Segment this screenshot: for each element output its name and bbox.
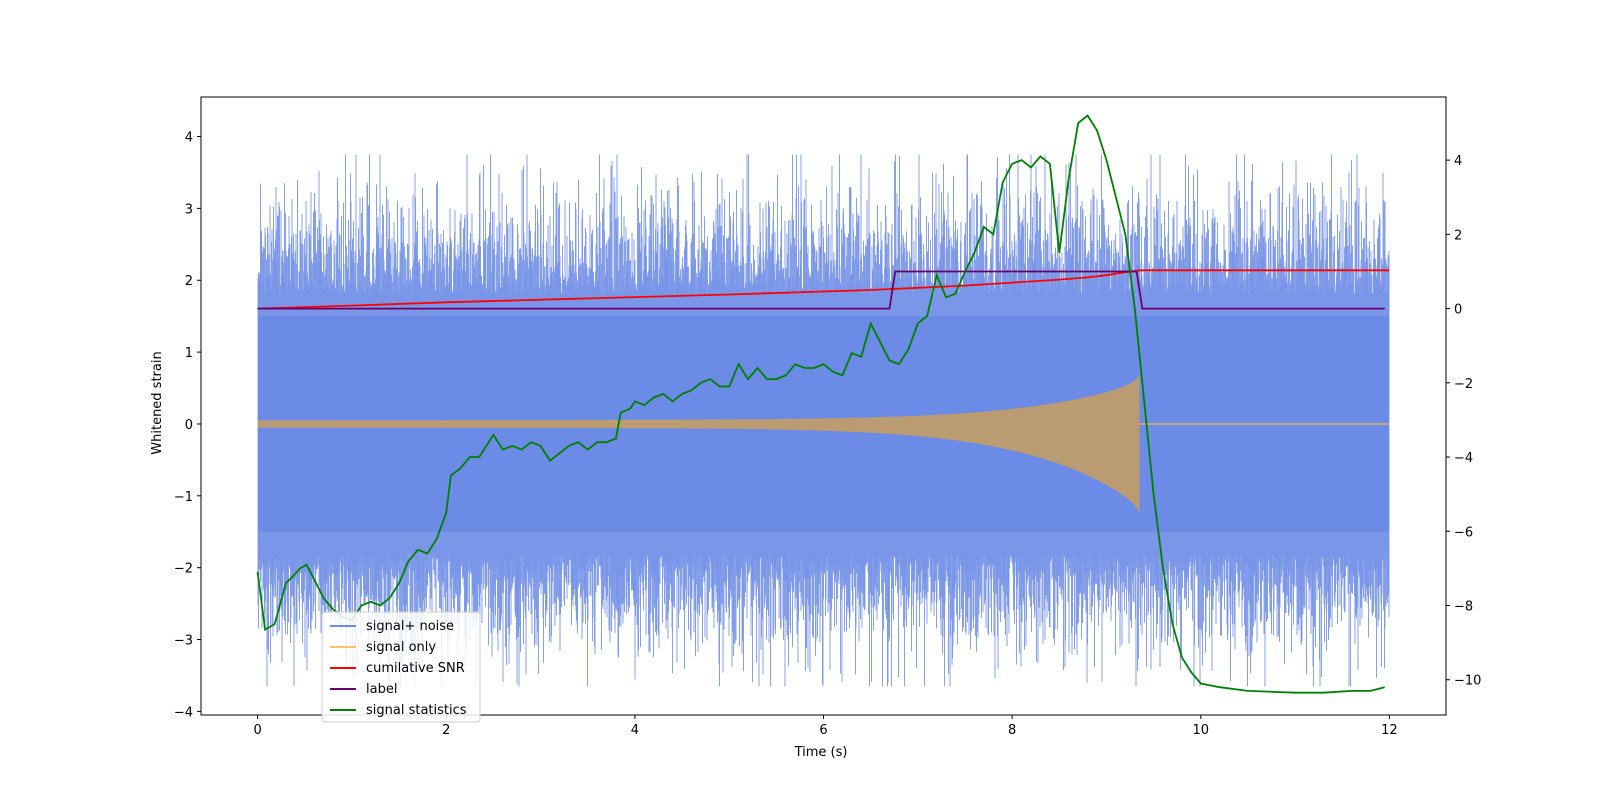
- legend-label-signal-only: signal only: [366, 640, 436, 655]
- y-tick-label: −3: [174, 634, 193, 649]
- y2-tick-label: −10: [1454, 674, 1481, 689]
- series-signal-statistics: [256, 114, 1385, 694]
- y-tick-label: 2: [185, 274, 193, 289]
- x-tick-label: 6: [819, 723, 827, 738]
- legend-label-label: label: [366, 682, 397, 697]
- y2-tick-label: −2: [1454, 377, 1473, 392]
- y-tick-label: −2: [174, 562, 193, 577]
- legend-box: [321, 611, 481, 723]
- x-tick-label: 12: [1381, 723, 1398, 738]
- legend-label-cumulative-snr: cumilative SNR: [366, 661, 465, 676]
- y2-tick-label: 2: [1454, 228, 1462, 243]
- series-label: [257, 270, 1385, 310]
- y-tick-label: 0: [185, 418, 193, 433]
- x-axis-label: Time (s): [794, 745, 848, 760]
- y-axis-label: Whitened strain: [150, 351, 165, 454]
- y-tick-label: −4: [174, 705, 193, 720]
- legend-label-signal-statistics: signal statistics: [366, 703, 467, 718]
- legend: signal+ noise signal only cumilative SNR…: [321, 611, 481, 723]
- y2-tick-label: 4: [1454, 154, 1462, 169]
- y-tick-label: 1: [185, 346, 193, 361]
- y2-tick-label: −4: [1454, 451, 1473, 466]
- x-tick-label: 8: [1008, 723, 1016, 738]
- x-tick-label: 0: [253, 723, 261, 738]
- y2-tick-label: −6: [1454, 525, 1473, 540]
- y2-tick-label: −8: [1454, 600, 1473, 615]
- plot-area: [256, 114, 1390, 694]
- x-tick-label: 4: [631, 723, 639, 738]
- series-group: [256, 114, 1390, 694]
- x-tick-label: 10: [1192, 723, 1209, 738]
- x-tick-label: 2: [442, 723, 450, 738]
- y-tick-label: 3: [185, 202, 193, 217]
- y2-tick-label: 0: [1454, 303, 1462, 318]
- legend-label-signal-noise: signal+ noise: [366, 619, 454, 634]
- y-tick-label: −1: [174, 490, 193, 505]
- y-tick-label: 4: [185, 131, 193, 146]
